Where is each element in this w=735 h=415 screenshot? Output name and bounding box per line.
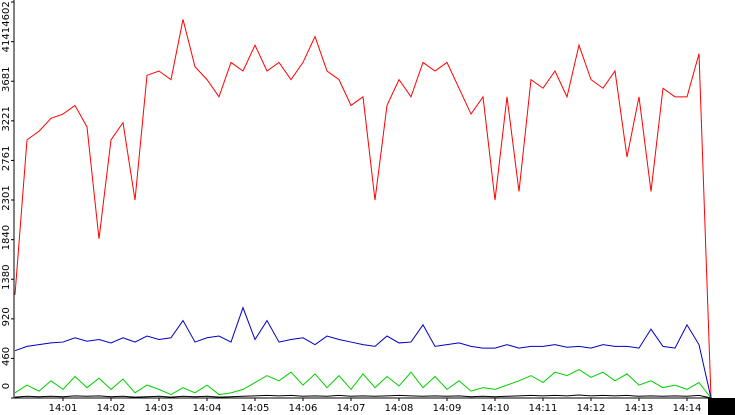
- corner-block: [708, 398, 735, 415]
- x-tick-label: 14:01: [49, 403, 78, 414]
- y-tick-label: 4141: [1, 27, 12, 52]
- y-tick-label: 1840: [1, 225, 12, 250]
- y-tick-label: 1380: [1, 265, 12, 290]
- y-tick-label: 0: [1, 383, 12, 389]
- x-tick-label: 14:11: [529, 403, 558, 414]
- y-tick-label: 4602: [1, 1, 12, 26]
- x-tick-label: 14:09: [433, 403, 462, 414]
- line-series: [14, 394, 712, 399]
- x-tick-label: 14:06: [289, 403, 318, 414]
- x-tick-label: 14:12: [577, 403, 606, 414]
- x-tick-label: 14:14: [673, 403, 702, 414]
- x-tick-label: 14:05: [241, 403, 270, 414]
- y-tick-label: 3221: [1, 106, 12, 131]
- y-tick-label: 2301: [1, 185, 12, 210]
- line-series: [14, 19, 712, 399]
- x-tick-label: 14:03: [145, 403, 174, 414]
- y-tick-label: 3681: [1, 67, 12, 92]
- x-tick-label: 14:07: [337, 403, 366, 414]
- x-tick-label: 14:13: [625, 403, 654, 414]
- x-tick-label: 14:10: [481, 403, 510, 414]
- y-tick-label: 2761: [1, 146, 12, 171]
- y-tick-label: 920: [1, 307, 12, 326]
- line-series: [14, 369, 712, 399]
- x-tick-label: 14:02: [97, 403, 126, 414]
- line-series: [14, 306, 712, 399]
- y-tick-label: 460: [1, 347, 12, 366]
- x-tick-label: 14:08: [385, 403, 414, 414]
- x-tick-label: 14:04: [193, 403, 222, 414]
